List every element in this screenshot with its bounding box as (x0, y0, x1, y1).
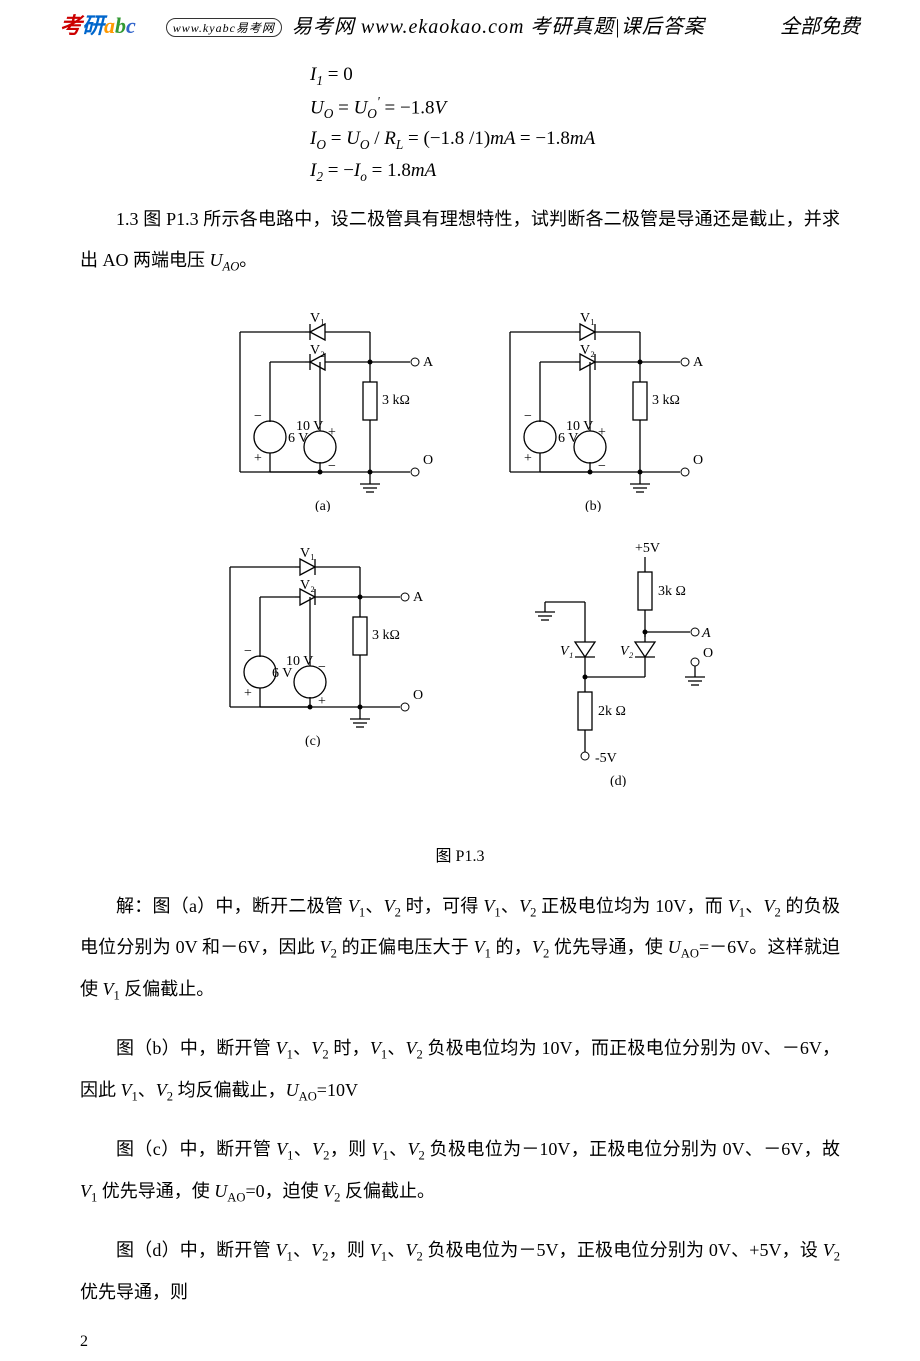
sub-label-d: (d) (610, 774, 627, 787)
svg-text:+: + (244, 686, 252, 701)
svg-text:+: + (328, 425, 336, 440)
site-logo: 考研abc (60, 8, 136, 40)
problem-uao-sub: AO (223, 260, 240, 274)
label-v1-b: V₁ (580, 311, 595, 326)
equation-line-1: I1 = 0 (310, 60, 840, 91)
label-v2-d: V₂ (620, 644, 634, 659)
solution-para-a: 解：图（a）中，断开二极管 V1、V2 时，可得 V1、V2 正极电位均为 10… (80, 886, 840, 1011)
svg-text:−: − (244, 644, 252, 659)
header-badge: www.kyabc易考网 (166, 18, 282, 37)
label-v1-d: V₁ (560, 644, 573, 659)
label-v2: V₂ (310, 343, 325, 358)
problem-statement: 1.3 图 P1.3 所示各电路中，设二极管具有理想特性，试判断各二极管是导通还… (80, 199, 840, 282)
figure-caption: 图 P1.3 (80, 842, 840, 866)
label-p5v: +5V (635, 541, 660, 556)
circuit-b: V₁ V₂ A (480, 302, 710, 517)
label-a-c: A (413, 590, 424, 605)
solution-para-d: 图（d）中，断开管 V1、V2，则 V1、V2 负极电位为－5V，正极电位分别为… (80, 1230, 840, 1313)
label-v2-c: V₂ (300, 578, 315, 593)
svg-text:+: + (524, 451, 532, 466)
logo-b: b (115, 13, 126, 38)
equation-line-4: I2 = −Io = 1.8mA (310, 156, 840, 187)
label-o: O (423, 453, 433, 468)
problem-number: 1.3 (116, 209, 139, 229)
page-number: 2 (80, 1333, 88, 1351)
label-a-b: A (693, 355, 704, 370)
svg-text:−: − (254, 409, 262, 424)
label-m5v: -5V (595, 751, 617, 766)
svg-text:−: − (318, 660, 326, 675)
header-right: 全部免费 (780, 10, 860, 39)
label-r3k-d: 3k Ω (658, 584, 686, 599)
sub-label-b: (b) (585, 499, 602, 512)
problem-uao: U (210, 250, 223, 270)
label-v1-c: V₁ (300, 546, 315, 561)
label-10v-b: 10 V (566, 419, 593, 434)
label-r3k-c: 3 kΩ (372, 628, 400, 643)
label-10v-c: 10 V (286, 654, 313, 669)
solution-para-b: 图（b）中，断开管 V1、V2 时，V1、V2 负极电位均为 10V，而正极电位… (80, 1028, 840, 1111)
header-mid-text: 易考网 www.ekaokao.com 考研真题|课后答案 (292, 16, 705, 38)
label-o-b: O (693, 453, 703, 468)
sub-label-c: (c) (305, 734, 321, 747)
solution-para-c: 图（c）中，断开管 V1、V2，则 V1、V2 负极电位为－10V，正极电位分别… (80, 1129, 840, 1212)
label-o-d: O (703, 646, 713, 661)
page-header: 考研abc www.kyabc易考网 易考网 www.ekaokao.com 考… (0, 8, 920, 40)
label-v2-b: V₂ (580, 343, 595, 358)
svg-text:+: + (598, 425, 606, 440)
label-r3k: 3 kΩ (382, 393, 410, 408)
equation-line-2: UO = UO' = −1.8V (310, 91, 840, 124)
label-o-c: O (413, 688, 423, 703)
logo-text-1: 考 (60, 13, 82, 38)
label-a-d: A (701, 626, 711, 641)
label-r3k-b: 3 kΩ (652, 393, 680, 408)
label-10v: 10 V (296, 419, 323, 434)
circuit-d: +5V 3k Ω A (470, 537, 720, 792)
label-a: A (423, 355, 434, 370)
problem-text-2: 。 (239, 250, 257, 270)
header-title: www.kyabc易考网 易考网 www.ekaokao.com 考研真题|课后… (166, 10, 780, 39)
svg-text:−: − (524, 409, 532, 424)
equation-block: I1 = 0 UO = UO' = −1.8V IO = UO / RL = (… (310, 60, 840, 187)
sub-label-a: (a) (315, 499, 331, 512)
circuit-a: V₁ V₂ A (210, 302, 440, 517)
circuit-c: V₁ V₂ A (200, 537, 430, 792)
equation-line-3: IO = UO / RL = (−1.8 /1)mA = −1.8mA (310, 124, 840, 155)
logo-text-2: 研 (82, 13, 104, 38)
logo-a: a (104, 13, 115, 38)
problem-text-1: 图 P1.3 所示各电路中，设二极管具有理想特性，试判断各二极管是导通还是截止，… (80, 209, 840, 270)
svg-text:+: + (254, 451, 262, 466)
logo-c: c (126, 13, 136, 38)
label-v1: V₁ (310, 311, 325, 326)
figure-p1-3: V₁ V₂ A (80, 302, 840, 866)
label-r2k: 2k Ω (598, 704, 626, 719)
